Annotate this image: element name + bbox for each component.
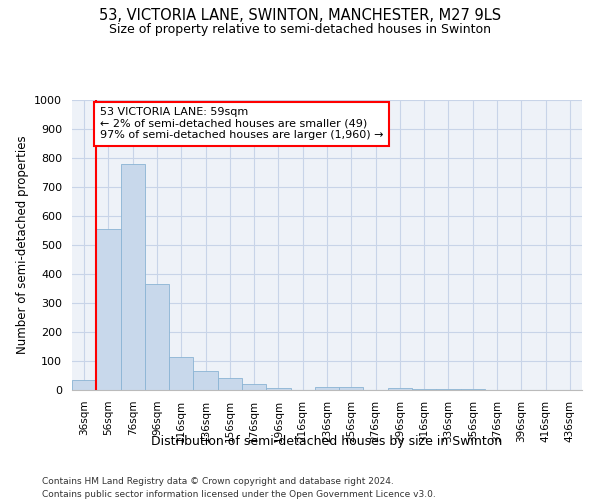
- Bar: [242, 384, 266, 390]
- Text: Contains HM Land Registry data © Crown copyright and database right 2024.: Contains HM Land Registry data © Crown c…: [42, 478, 394, 486]
- Bar: [388, 388, 412, 390]
- Text: 53, VICTORIA LANE, SWINTON, MANCHESTER, M27 9LS: 53, VICTORIA LANE, SWINTON, MANCHESTER, …: [99, 8, 501, 22]
- Bar: [218, 378, 242, 390]
- Bar: [193, 371, 218, 390]
- Bar: [96, 229, 121, 390]
- Bar: [145, 284, 169, 390]
- Text: Size of property relative to semi-detached houses in Swinton: Size of property relative to semi-detach…: [109, 22, 491, 36]
- Y-axis label: Number of semi-detached properties: Number of semi-detached properties: [16, 136, 29, 354]
- Bar: [436, 389, 461, 390]
- Bar: [339, 386, 364, 390]
- Bar: [121, 164, 145, 390]
- Bar: [169, 356, 193, 390]
- Bar: [72, 380, 96, 390]
- Text: 53 VICTORIA LANE: 59sqm
← 2% of semi-detached houses are smaller (49)
97% of sem: 53 VICTORIA LANE: 59sqm ← 2% of semi-det…: [100, 108, 383, 140]
- Text: Distribution of semi-detached houses by size in Swinton: Distribution of semi-detached houses by …: [151, 435, 503, 448]
- Bar: [315, 387, 339, 390]
- Bar: [266, 388, 290, 390]
- Bar: [412, 388, 436, 390]
- Text: Contains public sector information licensed under the Open Government Licence v3: Contains public sector information licen…: [42, 490, 436, 499]
